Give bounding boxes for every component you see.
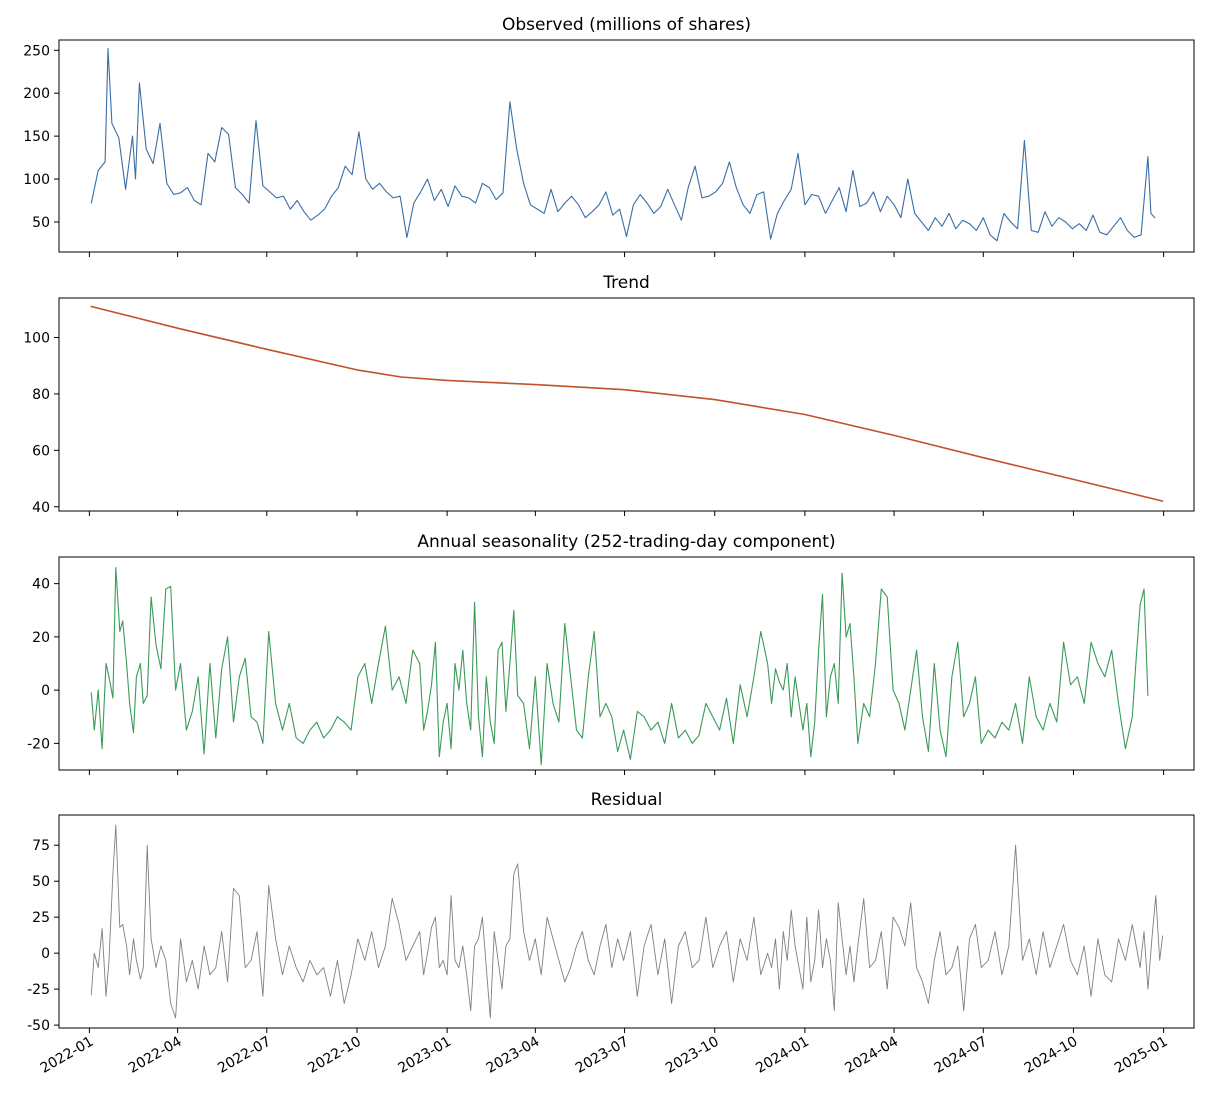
x-tick-label: 2024-01: [753, 1034, 812, 1077]
axes-frame: [58, 556, 1195, 771]
y-tick-label: 60: [32, 443, 50, 459]
x-tick-label: 2023-01: [395, 1034, 454, 1077]
y-tick-label: 75: [32, 838, 50, 854]
y-tick-label: 150: [23, 129, 50, 145]
panel-title: Residual: [591, 790, 663, 810]
y-tick-label: 20: [32, 630, 50, 646]
x-tick-label: 2023-10: [663, 1034, 722, 1077]
x-tick-label: 2022-01: [38, 1034, 97, 1077]
y-tick-label: 0: [41, 683, 50, 699]
x-tick-label: 2023-04: [484, 1034, 543, 1077]
y-tick-label: 100: [23, 172, 50, 188]
y-tick-label: 25: [32, 910, 50, 926]
x-tick-label: 2022-10: [305, 1034, 364, 1077]
x-tick-label: 2024-07: [932, 1034, 991, 1077]
series-line: [90, 305, 1164, 502]
y-tick-label: 40: [32, 577, 50, 593]
x-tick-label: 2025-01: [1112, 1034, 1171, 1077]
y-tick-label: 250: [23, 43, 50, 59]
panel-4: Residual -50 -25 0 25 50 75: [27, 790, 1195, 1034]
x-tick-label: 2024-10: [1022, 1034, 1081, 1077]
panel-title: Observed (millions of shares): [502, 15, 751, 35]
y-tick-label: 50: [32, 215, 50, 231]
y-tick-label: 100: [23, 330, 50, 346]
x-tick-label: 2022-04: [126, 1034, 185, 1077]
panel-title: Annual seasonality (252-trading-day comp…: [417, 532, 835, 552]
x-tick-label: 2023-07: [573, 1034, 632, 1077]
axes-frame: [58, 39, 1195, 253]
y-tick-label: -20: [27, 736, 50, 752]
panel-title: Trend: [602, 273, 650, 293]
x-tick-label: 2024-04: [842, 1034, 901, 1077]
y-tick-label: -50: [27, 1018, 50, 1034]
y-tick-label: 80: [32, 387, 50, 403]
panel-1: Observed (millions of shares) 50 100 150 200…: [23, 15, 1195, 257]
axes-frame: [58, 814, 1195, 1029]
y-tick-label: 0: [41, 946, 50, 962]
y-tick-label: 200: [23, 86, 50, 102]
y-tick-label: -25: [27, 982, 50, 998]
y-tick-label: 50: [32, 874, 50, 890]
panel-3: Annual seasonality (252-trading-day comp…: [27, 532, 1195, 775]
series-line: [90, 567, 1149, 766]
y-tick-label: 40: [32, 500, 50, 516]
series-line: [90, 48, 1156, 242]
x-tick-label: 2022-07: [215, 1034, 274, 1077]
panel-2: Trend 40 60 80 100: [23, 273, 1195, 516]
series-line: [90, 824, 1164, 1019]
axes-frame: [58, 297, 1195, 512]
